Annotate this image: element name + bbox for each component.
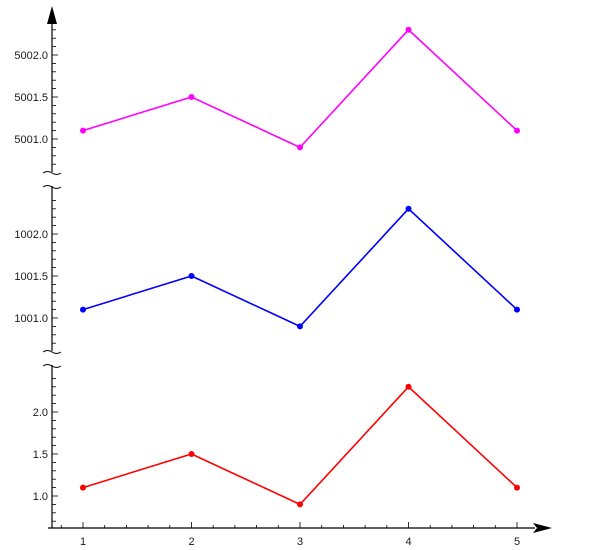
series-line-series_high bbox=[82, 28, 518, 149]
y-tick-label: 1.0 bbox=[33, 491, 48, 503]
y-tick-label: 2.0 bbox=[33, 407, 48, 419]
series-line-series_mid bbox=[82, 207, 518, 328]
data-point bbox=[188, 94, 195, 100]
data-point bbox=[80, 127, 86, 134]
data-point bbox=[297, 501, 303, 508]
y-tick-label: 1.5 bbox=[33, 449, 48, 461]
data-point bbox=[188, 451, 195, 457]
y-tick-label: 5001.0 bbox=[14, 134, 48, 146]
data-point bbox=[297, 144, 303, 151]
x-axis-arrow-icon bbox=[533, 523, 552, 533]
y-tick-label: 1001.0 bbox=[14, 313, 48, 325]
x-tick-label: 2 bbox=[188, 536, 194, 548]
x-tick-label: 5 bbox=[514, 536, 520, 548]
axis-break-mark bbox=[42, 185, 62, 189]
y-tick-label: 5002.0 bbox=[14, 50, 48, 62]
x-tick-label: 4 bbox=[405, 536, 411, 548]
y-tick-label: 5001.5 bbox=[14, 92, 48, 104]
data-point bbox=[514, 484, 520, 491]
axis-break-mark bbox=[42, 171, 62, 175]
x-tick-label: 1 bbox=[80, 536, 86, 548]
x-axis: 1 2 3 4 5 bbox=[48, 522, 552, 548]
y-axis: 1.0 1.5 2.0 1001.0 1001.5 1002.0 5001.0 5001.5 5… bbox=[14, 6, 62, 528]
x-tick-label: 3 bbox=[297, 536, 303, 548]
data-point bbox=[188, 273, 195, 279]
data-point bbox=[80, 306, 86, 313]
y-tick-label: 1002.0 bbox=[14, 229, 48, 241]
data-point bbox=[80, 484, 86, 491]
data-point bbox=[405, 383, 412, 390]
series-line-series_low bbox=[82, 385, 518, 506]
data-point bbox=[405, 26, 412, 33]
data-point bbox=[405, 205, 412, 212]
series-layer bbox=[80, 26, 520, 508]
data-point bbox=[514, 306, 520, 313]
y-tick-label: 1001.5 bbox=[14, 271, 48, 283]
y-axis-arrow-icon bbox=[47, 6, 57, 24]
axis-break-mark bbox=[42, 364, 62, 368]
data-point bbox=[297, 323, 303, 330]
data-point bbox=[514, 127, 520, 134]
axis-break-mark bbox=[42, 350, 62, 354]
